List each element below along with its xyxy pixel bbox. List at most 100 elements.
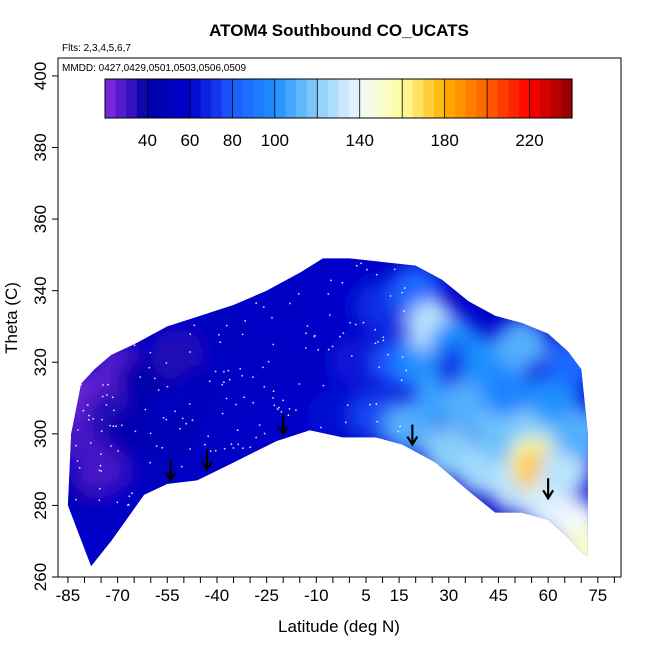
sample-point: [221, 300, 224, 303]
x-tick-label: 15: [390, 586, 409, 605]
sample-point: [139, 376, 142, 378]
x-tick-label: 60: [539, 586, 558, 605]
sample-point: [344, 421, 347, 424]
colorbar-segment: [285, 79, 297, 118]
y-tick-label: 400: [31, 62, 50, 90]
sample-point: [86, 404, 89, 406]
sample-point: [186, 278, 189, 280]
sample-point: [362, 321, 365, 324]
sample-point: [296, 485, 299, 488]
colorbar-tick-label: 60: [180, 131, 199, 150]
sample-point: [97, 290, 100, 293]
sample-point: [75, 444, 77, 447]
colorbar-segment: [508, 79, 520, 118]
sample-point: [109, 424, 111, 427]
sample-point: [266, 452, 269, 454]
sample-point: [202, 274, 204, 277]
y-tick-label: 320: [31, 348, 50, 376]
sample-point: [267, 360, 270, 363]
sample-point: [227, 369, 230, 372]
colorbar-segment: [465, 79, 478, 118]
colorbar-tick-label: 180: [430, 131, 458, 150]
flights-annotation: Flts: 2,3,4,5,6,7: [62, 43, 131, 54]
sample-point: [235, 403, 237, 406]
sample-point: [75, 498, 77, 501]
y-tick-label: 300: [31, 420, 50, 448]
y-tick-label: 380: [31, 133, 50, 161]
sample-point: [322, 384, 325, 387]
x-tick-label: -10: [304, 586, 329, 605]
sample-point: [191, 419, 194, 422]
sample-point: [209, 450, 212, 452]
colorbar-segment: [455, 79, 467, 118]
flight-markers: [164, 413, 555, 501]
sample-point: [223, 447, 226, 450]
sample-point: [105, 404, 108, 406]
sample-point: [399, 425, 402, 428]
sample-point: [123, 316, 125, 319]
sample-point: [261, 498, 264, 501]
colorbar: 40 60 80 100 140 180 220: [104, 78, 573, 150]
sample-point: [242, 447, 244, 450]
sample-point: [341, 281, 344, 284]
sample-point: [382, 339, 385, 342]
heatmap-cell: [495, 318, 548, 371]
sample-point: [139, 327, 142, 330]
sample-point: [285, 483, 288, 486]
x-tick-label: -55: [155, 586, 180, 605]
sample-point: [148, 366, 151, 369]
colorbar-segment: [327, 79, 340, 118]
sample-point: [98, 487, 101, 490]
sample-point: [272, 343, 275, 346]
colorbar-segment: [168, 79, 180, 118]
sample-point: [306, 325, 309, 327]
colorbar-segment: [136, 79, 149, 118]
sample-point: [403, 287, 406, 289]
colorbar-segment: [221, 79, 233, 118]
sample-point: [275, 469, 278, 472]
sample-point: [389, 295, 392, 297]
sample-point: [70, 394, 73, 397]
colorbar-segment: [434, 79, 446, 118]
sample-point: [301, 466, 304, 468]
sample-point: [230, 443, 233, 446]
sample-point: [331, 345, 334, 348]
colorbar-segment: [444, 79, 456, 118]
sample-point: [403, 310, 405, 312]
sample-point: [131, 492, 133, 495]
sample-point: [76, 460, 79, 462]
sample-point: [252, 401, 255, 404]
colorbar-segment: [179, 79, 191, 118]
sample-point: [204, 496, 207, 499]
sample-point: [339, 442, 342, 445]
sample-point: [149, 432, 152, 435]
sample-point: [363, 497, 366, 500]
sample-point: [149, 302, 152, 305]
sample-point: [342, 471, 345, 474]
sample-point: [239, 481, 242, 484]
heatmap-cell: [240, 336, 293, 389]
sample-point: [256, 491, 259, 494]
colorbar-segment: [115, 79, 127, 118]
colorbar-segment: [391, 79, 403, 118]
colorbar-segment: [540, 79, 552, 118]
sample-point: [200, 280, 203, 282]
sample-point: [328, 314, 331, 316]
sample-point: [101, 418, 103, 421]
colorbar-segment: [380, 79, 393, 118]
sample-point: [221, 412, 224, 415]
x-tick-label: 45: [489, 586, 508, 605]
sample-point: [189, 333, 192, 335]
sample-point: [282, 489, 285, 491]
colorbar-segment: [253, 79, 265, 118]
sample-point: [313, 501, 315, 503]
colorbar-segment: [518, 79, 531, 118]
sample-point: [180, 465, 183, 468]
sample-point: [80, 358, 83, 361]
flight-arrow: [201, 449, 213, 472]
sample-point: [284, 444, 287, 446]
colorbar-segment: [242, 79, 255, 118]
sample-point: [239, 368, 242, 370]
colorbar-segment: [349, 79, 361, 118]
sample-point: [144, 408, 147, 411]
